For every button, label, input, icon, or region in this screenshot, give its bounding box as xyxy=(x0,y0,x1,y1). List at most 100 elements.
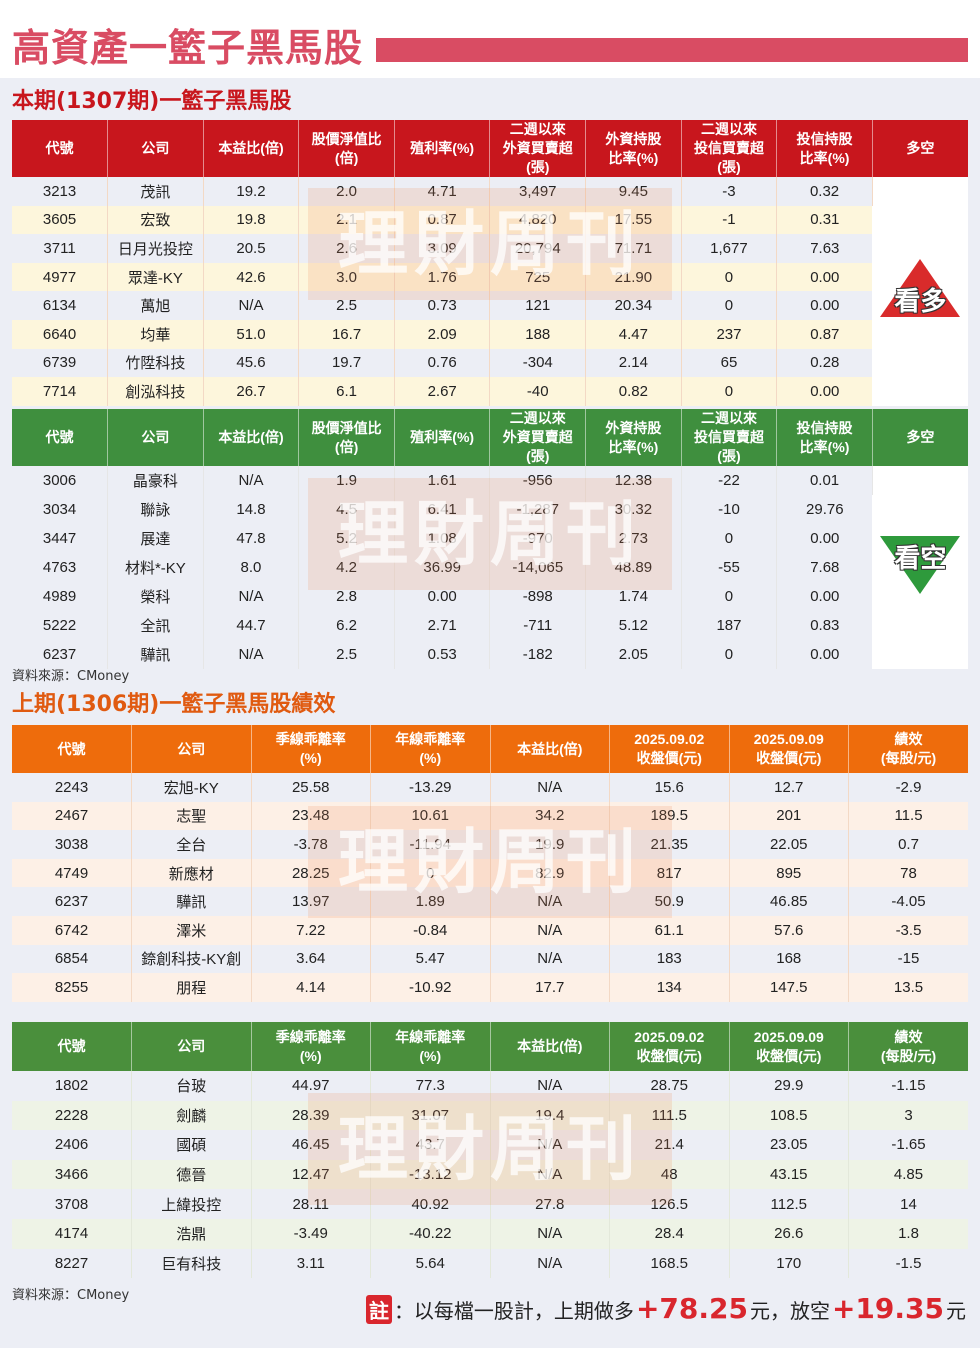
cell-value: 45.6 xyxy=(203,348,300,378)
table-row: 6742 澤米 7.22 -0.84 N/A 61.1 57.6 -3.5 xyxy=(12,915,968,945)
cell-value: 19.7 xyxy=(298,348,395,378)
cell-value: 0.73 xyxy=(394,291,491,320)
performance-note: 註 ：以每檔一股計，上期做多 +78.25 元，放空 +19.35 元 xyxy=(365,1292,966,1325)
column-header: 代號 xyxy=(12,409,109,466)
cell-value: 30.32 xyxy=(585,495,682,524)
cell-value: 11.5 xyxy=(848,801,968,831)
cell-value: N/A xyxy=(490,1130,610,1160)
cell-value: 1.9 xyxy=(298,466,395,495)
cell-value: 0 xyxy=(681,377,778,406)
stock-code: 6854 xyxy=(12,944,132,974)
cell-value: 0.7 xyxy=(898,835,919,853)
stock-code: 6742 xyxy=(12,915,132,945)
cell-value: 134 xyxy=(609,973,730,1002)
company-name: 澤米 xyxy=(131,915,252,945)
cell-value: 6.41 xyxy=(394,495,491,524)
cell-value: 1.8 xyxy=(848,1218,968,1249)
cell-value: 895 xyxy=(729,858,849,888)
cell-value: 725 xyxy=(489,262,587,292)
source-note: 資料來源：CMoney xyxy=(12,1288,130,1303)
cell-value: 44.7 xyxy=(203,611,300,640)
table-row: 6640 均華 51.0 16.7 2.09 188 4.47 237 0.87 xyxy=(12,319,968,349)
cell-value: 12.38 xyxy=(585,466,682,495)
column-header: 2025.09.02 收盤價(元) xyxy=(609,1022,730,1071)
table-row: 4763 材料*-KY 8.0 4.2 36.99 -14,065 48.89 -55 7.68 xyxy=(12,553,968,582)
cell-value: 111.5 xyxy=(609,1100,730,1131)
cell-value: 817 xyxy=(609,858,730,888)
stock-code: 2467 xyxy=(12,801,132,831)
stock-code: 6237 xyxy=(12,640,109,669)
stock-code: 1802 xyxy=(12,1071,132,1101)
company-name: 台玻 xyxy=(131,1071,252,1101)
cell-value: 48.89 xyxy=(585,553,682,582)
table-row: 3605 宏致 19.8 2.1 0.87 4,820 17.55 -1 0.31 xyxy=(12,205,968,235)
cell-value: 19.4 xyxy=(490,1100,610,1131)
long-return: +78.25 xyxy=(635,1292,748,1325)
table-row: 2467 志聖 23.48 10.61 34.2 189.5 201 11.5 xyxy=(12,801,968,831)
cell-value: 4.2 xyxy=(298,553,395,582)
previous-section-title: 上期(1306期)一籃子黑馬股績效 xyxy=(12,692,336,717)
cell-value: 20,794 xyxy=(489,234,587,263)
cell-value: 4.5 xyxy=(298,495,395,524)
cell-value: 0.28 xyxy=(810,354,840,372)
table-row: 6237 驊訊 N/A 2.5 0.53 -182 2.05 0 0.00 xyxy=(12,640,968,669)
company-name: 德晉 xyxy=(131,1159,252,1190)
cell-value: -11.94 xyxy=(370,830,491,859)
cell-value: 0.00 xyxy=(776,377,873,406)
cell-value: 2.1 xyxy=(298,205,395,235)
table-row: 6237 驊訊 13.97 1.89 N/A 50.9 46.85 -4.05 xyxy=(12,887,968,916)
column-header: 績效 (每股/元) xyxy=(848,1022,968,1071)
company-name: 國碩 xyxy=(131,1130,252,1160)
column-header: 季線乖離率 (%) xyxy=(251,725,371,773)
cell-value: 112.5 xyxy=(729,1189,849,1219)
stock-code: 8227 xyxy=(12,1248,132,1279)
column-header: 代號 xyxy=(12,1022,132,1071)
cell-value: -1 xyxy=(681,205,778,235)
cell-value: 168 xyxy=(729,944,849,974)
cell-value: 31.07 xyxy=(370,1100,491,1131)
cell-value: N/A xyxy=(490,1071,610,1101)
source-note: 資料來源：CMoney xyxy=(12,669,130,684)
company-name: 榮科 xyxy=(107,582,204,611)
column-header: 公司 xyxy=(131,725,252,773)
cell-value: 0 xyxy=(681,582,778,611)
column-header: 2025.09.09 收盤價(元) xyxy=(729,1022,849,1071)
stock-code: 6640 xyxy=(12,319,109,349)
cell-value: 50.9 xyxy=(609,887,730,916)
stock-code: 3006 xyxy=(12,466,109,495)
column-header: 季線乖離率 (%) xyxy=(251,1022,371,1071)
cell-value: 0 xyxy=(681,262,778,292)
cell-value: 0.00 xyxy=(810,297,840,315)
cell-value: 0.32 xyxy=(776,177,873,206)
cell-value: 0.83 xyxy=(810,617,840,634)
cell-value: 2.73 xyxy=(585,524,682,553)
column-header: 外資持股 比率(%) xyxy=(585,409,682,466)
cell-value: 14.8 xyxy=(203,495,300,524)
stock-code: 3213 xyxy=(12,177,109,206)
cell-value: -3.5 xyxy=(848,915,968,945)
column-header: 公司 xyxy=(107,409,204,466)
column-header: 股價淨值比 (倍) xyxy=(298,409,395,466)
cell-value: 187 xyxy=(681,611,778,640)
cell-value: -10.92 xyxy=(370,973,491,1002)
column-header: 二週以來 外資買賣超(張) xyxy=(489,120,587,177)
cell-value: 0 xyxy=(370,858,491,888)
cell-value: 29.76 xyxy=(806,501,844,518)
cell-value: 17.7 xyxy=(490,973,610,1002)
column-header: 2025.09.02 收盤價(元) xyxy=(609,725,730,773)
stock-code: 4989 xyxy=(12,582,109,611)
short-return: +19.35 xyxy=(831,1292,944,1325)
cell-value: 0 xyxy=(681,524,778,553)
cell-value: 201 xyxy=(729,801,849,831)
table-row: 4989 榮科 N/A 2.8 0.00 -898 1.74 0 0.00 xyxy=(12,582,968,611)
cell-value: 28.11 xyxy=(251,1189,371,1219)
cell-value: -13.29 xyxy=(370,773,491,802)
table-row: 2228 劍麟 28.39 31.07 19.4 111.5 108.5 3 xyxy=(12,1100,968,1131)
stock-code: 2228 xyxy=(12,1100,132,1131)
cell-value: 28.4 xyxy=(609,1218,730,1249)
column-header: 股價淨值比 (倍) xyxy=(298,120,395,177)
cell-value: -13.12 xyxy=(370,1159,491,1190)
table-row: 3466 德晉 12.47 -13.12 N/A 48 43.15 4.85 xyxy=(12,1159,968,1190)
column-header: 本益比(倍) xyxy=(203,409,300,466)
bearish-cell: 看空 xyxy=(872,466,968,669)
